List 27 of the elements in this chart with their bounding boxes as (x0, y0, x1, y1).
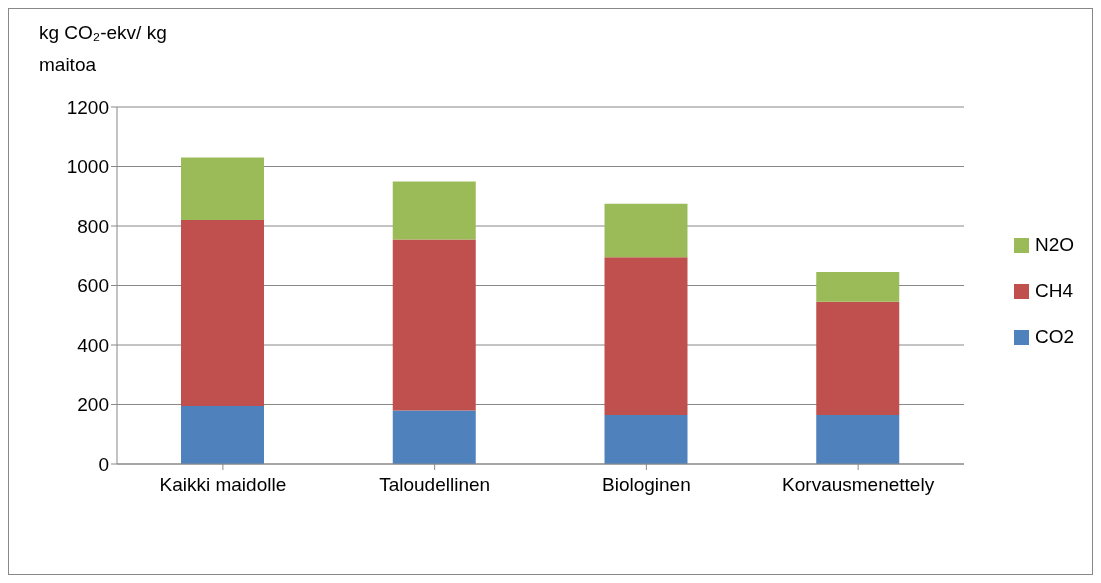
y-axis-title: kg CO₂-ekv/ kg maitoa (39, 21, 168, 77)
y-tick-label: 400 (77, 334, 109, 356)
legend-label: N2O (1035, 234, 1075, 256)
y-tick-label: 600 (77, 275, 109, 297)
x-tick-label: Korvausmenettely (782, 474, 935, 496)
bar (392, 239, 476, 411)
bar (181, 405, 264, 464)
legend-label: CH4 (1035, 280, 1074, 302)
bar (604, 414, 688, 464)
bar (181, 157, 264, 221)
y-tick-label: 0 (98, 453, 109, 475)
bar (816, 272, 900, 302)
bar (181, 220, 264, 406)
y-tick-label: 1000 (66, 156, 109, 178)
y-tick-label: 1200 (66, 96, 109, 118)
legend-label: CO2 (1035, 326, 1075, 348)
x-tick-label: Biologinen (602, 474, 691, 496)
x-tick-label: Taloudellinen (379, 474, 491, 496)
x-tick-label: Kaikki maidolle (159, 474, 287, 496)
y-tick-label: 800 (77, 215, 109, 237)
bar (392, 181, 476, 240)
bar (604, 257, 688, 415)
bar (816, 301, 900, 415)
y-tick-label: 200 (77, 394, 109, 416)
bar (604, 203, 688, 258)
bar (816, 414, 900, 464)
bar (392, 410, 476, 464)
